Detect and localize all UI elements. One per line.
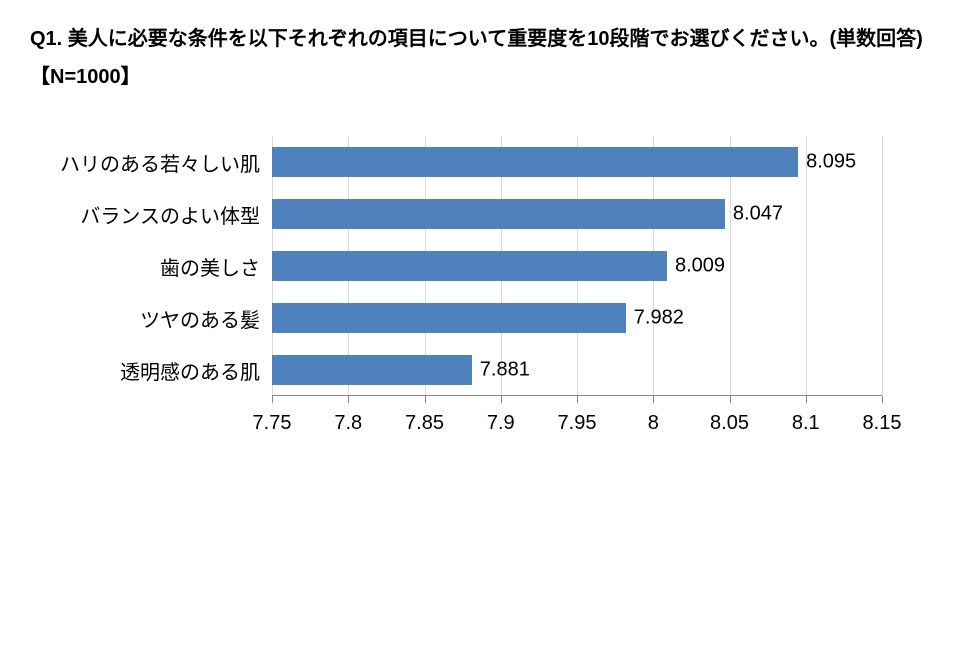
category-label: 歯の美しさ <box>30 252 272 281</box>
chart-title: Q1. 美人に必要な条件を以下それぞれの項目について重要度を10段階でお選びくだ… <box>30 20 936 96</box>
category-label: バランスのよい体型 <box>30 200 272 229</box>
category-label: ツヤのある髪 <box>30 304 272 333</box>
x-tick-label: 8.1 <box>792 412 820 435</box>
x-tick-label: 7.95 <box>558 412 597 435</box>
chart-row: バランスのよい体型8.047 <box>30 188 936 240</box>
x-tick-label: 7.9 <box>487 412 515 435</box>
plot-cell: 7.881 <box>272 344 882 396</box>
value-label: 8.009 <box>675 255 725 278</box>
chart-container: ハリのある若々しい肌8.095バランスのよい体型8.047歯の美しさ8.009ツ… <box>30 136 936 442</box>
bar: 7.881 <box>272 355 472 385</box>
x-tick-label: 8.05 <box>710 412 749 435</box>
value-label: 8.047 <box>733 203 783 226</box>
x-tick-label: 7.85 <box>405 412 444 435</box>
category-label: 透明感のある肌 <box>30 356 272 385</box>
category-label: ハリのある若々しい肌 <box>30 148 272 177</box>
x-tick-label: 8 <box>648 412 659 435</box>
value-label: 8.095 <box>806 151 856 174</box>
x-axis-ticks: 7.757.87.857.97.9588.058.18.15 <box>272 402 882 442</box>
bar: 8.009 <box>272 251 667 281</box>
chart-row: 歯の美しさ8.009 <box>30 240 936 292</box>
chart-row: ツヤのある髪7.982 <box>30 292 936 344</box>
plot-cell: 8.009 <box>272 240 882 292</box>
tick-mark <box>882 396 883 403</box>
value-label: 7.982 <box>634 307 684 330</box>
x-tick-label: 7.75 <box>253 412 292 435</box>
chart-rows: ハリのある若々しい肌8.095バランスのよい体型8.047歯の美しさ8.009ツ… <box>30 136 936 396</box>
x-tick-label: 8.15 <box>863 412 902 435</box>
value-label: 7.881 <box>480 359 530 382</box>
plot-cell: 8.047 <box>272 188 882 240</box>
bar: 8.095 <box>272 147 798 177</box>
bar: 8.047 <box>272 199 725 229</box>
x-tick-label: 7.8 <box>334 412 362 435</box>
plot-cell: 7.982 <box>272 292 882 344</box>
bar: 7.982 <box>272 303 626 333</box>
chart-row: ハリのある若々しい肌8.095 <box>30 136 936 188</box>
plot-cell: 8.095 <box>272 136 882 188</box>
chart-row: 透明感のある肌7.881 <box>30 344 936 396</box>
